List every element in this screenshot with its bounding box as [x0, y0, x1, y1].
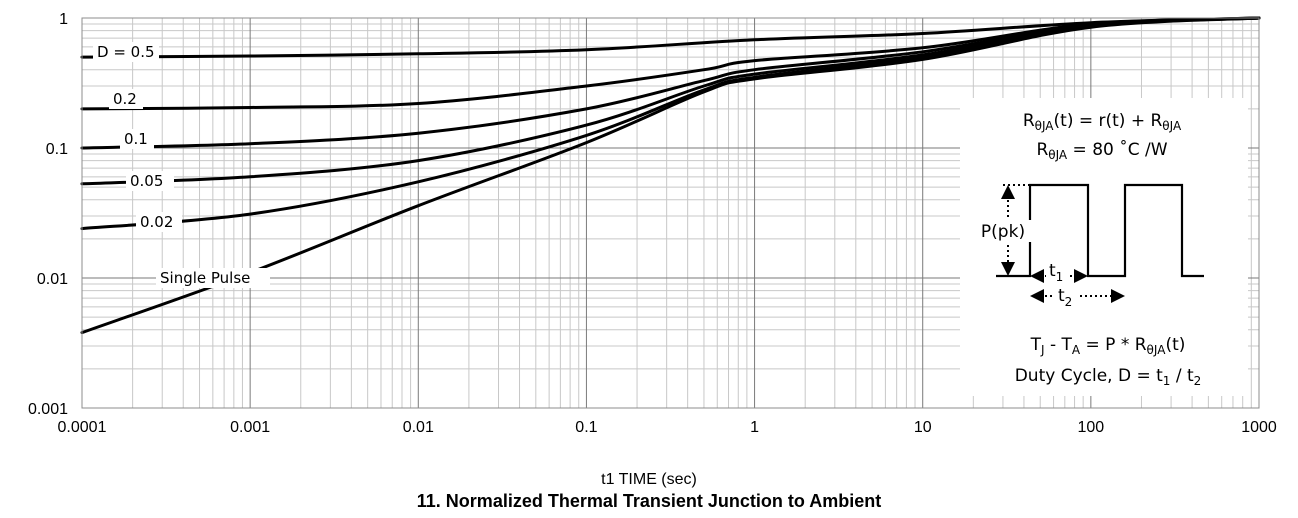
curve-series-1 — [82, 18, 1259, 109]
inset-legend: RθJA(t) = r(t) + RθJA RθJA = 80 ˚C /W P(… — [960, 98, 1248, 396]
x-tick-label: 0.0001 — [58, 419, 107, 436]
curve-label-0: D = 0.5 — [97, 43, 155, 61]
curve-labels-layer: D = 0.5 0.2 0.1 0.05 0.02 Single Pulse — [93, 42, 270, 288]
x-tick-label: 1000 — [1241, 419, 1277, 436]
eq2-r: R — [1036, 140, 1048, 160]
eq1-mid: (t) = r(t) + R — [1054, 111, 1163, 131]
eq3-sub: θJA — [1147, 343, 1167, 357]
x-axis-title: t1 TIME (sec) — [0, 471, 1298, 489]
y-tick-label: 0.01 — [37, 271, 68, 288]
curve-label-5: Single Pulse — [160, 269, 250, 287]
eq1-sub2: θJA — [1162, 119, 1182, 133]
x-tick-label: 10 — [914, 419, 932, 436]
eq4-mid: / t — [1170, 366, 1194, 386]
eq3-end: (t) — [1165, 335, 1185, 355]
eq1-sub: θJA — [1035, 119, 1055, 133]
x-tick-label: 0.001 — [230, 419, 270, 436]
chart-title: 11. Normalized Thermal Transient Junctio… — [0, 491, 1298, 512]
t1-sub: 1 — [1056, 270, 1064, 284]
x-tick-label: 0.01 — [403, 419, 434, 436]
curve-label-3: 0.05 — [130, 172, 163, 190]
eq2-rest: = 80 ˚C /W — [1067, 139, 1168, 160]
eq4-sub1: 1 — [1163, 374, 1171, 388]
x-tick-label: 1 — [750, 419, 759, 436]
equation-duty-cycle: Duty Cycle, D = t1 / t2 — [1015, 366, 1202, 388]
curve-label-2: 0.1 — [124, 130, 148, 148]
pulse-peak-label: P(pk) — [981, 222, 1025, 242]
eq4-sub2: 2 — [1194, 374, 1202, 388]
eq2-sub: θJA — [1048, 148, 1068, 162]
x-tick-label: 0.1 — [575, 419, 597, 436]
eq3-mid: - T — [1045, 335, 1073, 355]
y-tick-label: 0.001 — [28, 401, 68, 418]
eq3-mid2: = P * R — [1080, 335, 1147, 355]
x-tick-label: 100 — [1078, 419, 1105, 436]
eq4-a: Duty Cycle, D = t — [1015, 366, 1163, 386]
eq1-r: R — [1023, 111, 1035, 131]
curve-label-1: 0.2 — [113, 90, 137, 108]
eq3-t: T — [1030, 335, 1042, 355]
y-tick-label: 0.1 — [46, 141, 68, 158]
curve-label-4: 0.02 — [140, 213, 173, 231]
y-tick-label: 1 — [59, 11, 68, 28]
t2-sub: 2 — [1065, 295, 1073, 309]
